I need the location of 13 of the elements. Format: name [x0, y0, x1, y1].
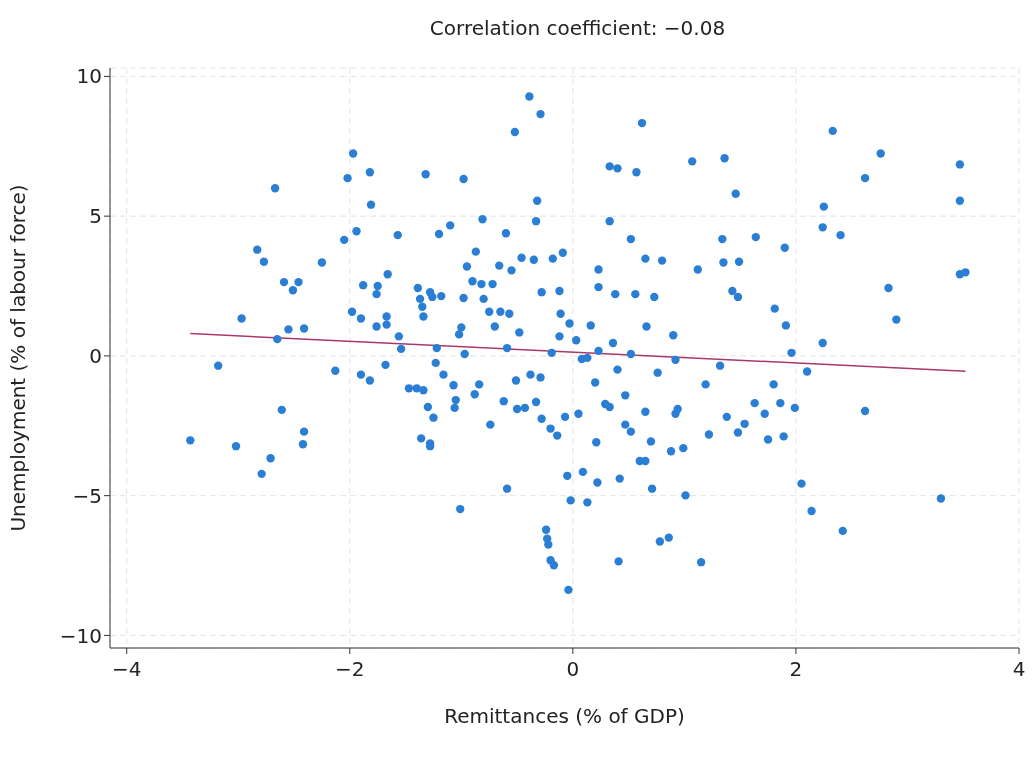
y-tick-label: −10 [59, 623, 102, 648]
y-tick-label: 10 [76, 64, 102, 89]
x-tick-label: −4 [111, 657, 142, 682]
chart-title: Correlation coefficient: −0.08 [428, 15, 727, 42]
y-axis-title: Unemployment (% of labour force) [6, 184, 31, 532]
y-tick-label: 0 [89, 344, 102, 368]
x-tick-label: 0 [566, 657, 580, 682]
x-tick-label: −2 [335, 657, 365, 682]
y-tick-label: 5 [89, 204, 102, 229]
x-axis-title: Remittances (% of GDP) [444, 704, 685, 728]
x-tick-label: 4 [1012, 657, 1026, 682]
y-tick-label: −5 [72, 483, 102, 508]
x-tick-label: 2 [789, 657, 803, 682]
